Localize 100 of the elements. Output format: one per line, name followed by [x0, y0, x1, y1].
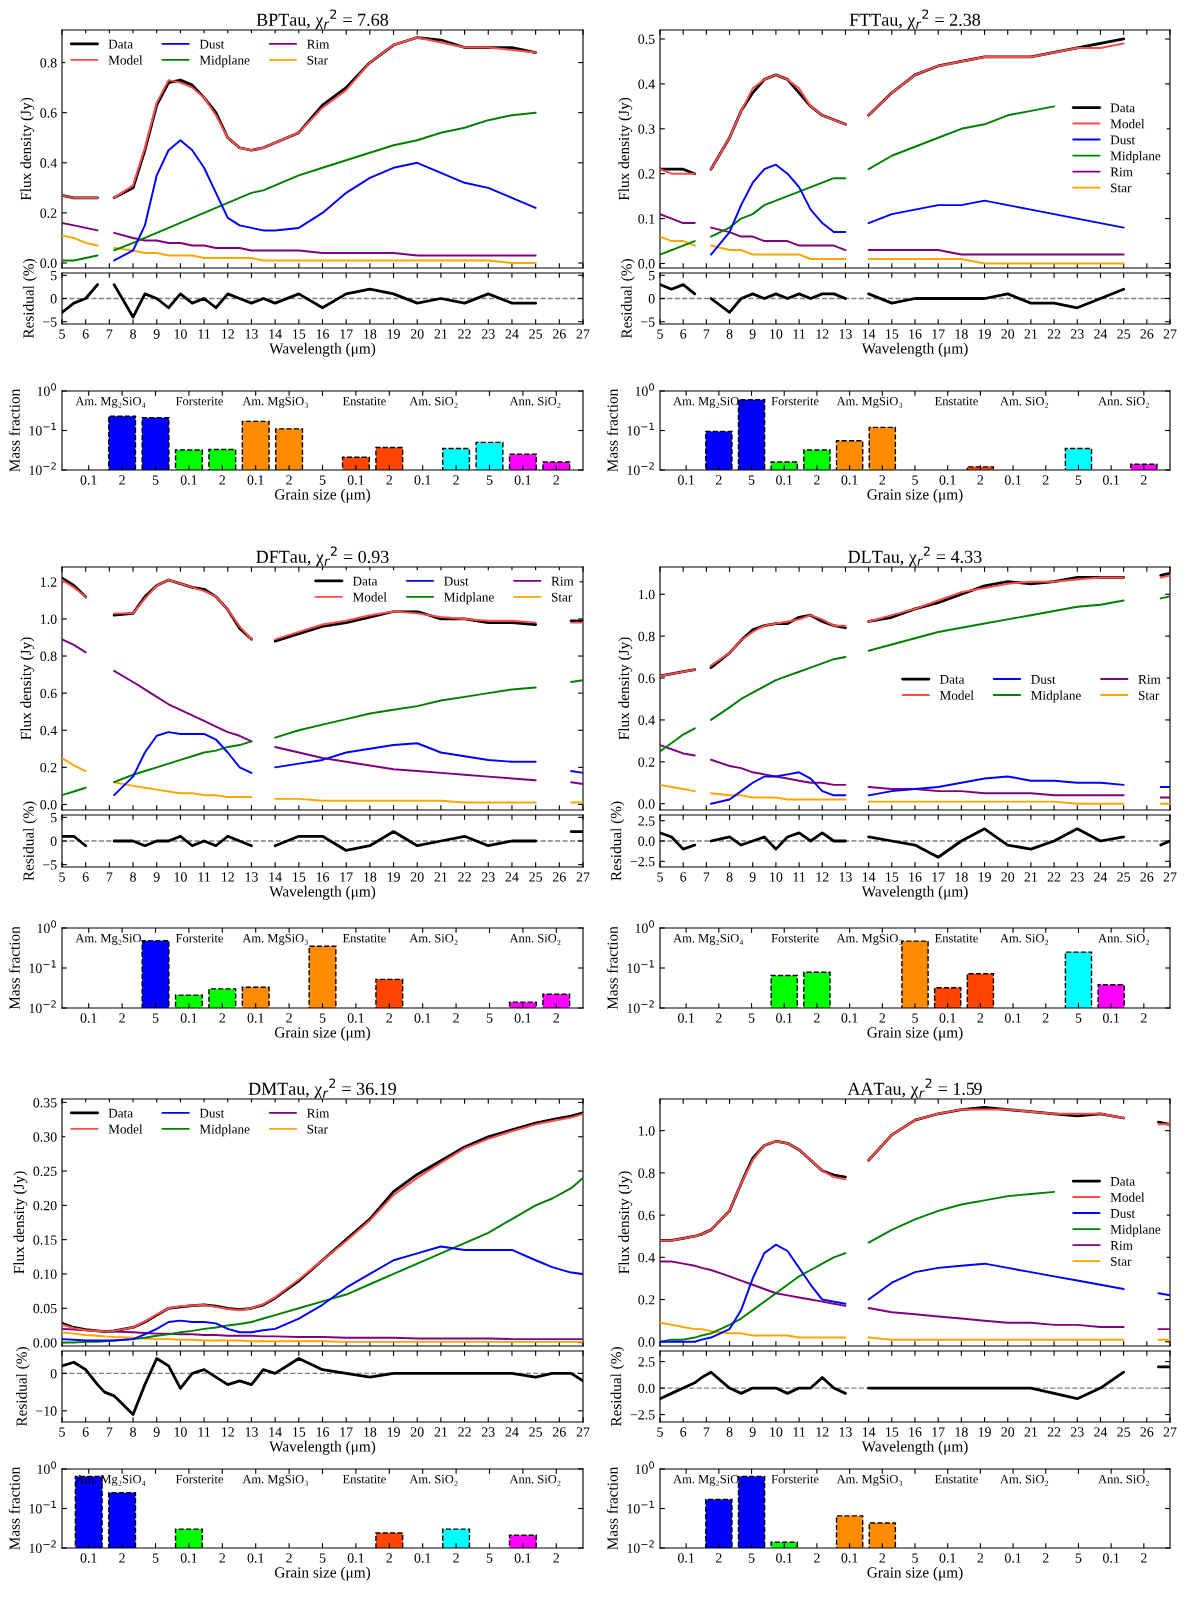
- x-tick-label: 5: [1075, 1013, 1082, 1023]
- x-tick-label: 12: [222, 872, 234, 882]
- legend-label: Data: [108, 1108, 133, 1118]
- y-tick-label: 0.0: [638, 799, 655, 809]
- x-tick-label: 5: [152, 1553, 159, 1563]
- x-tick-label: 9: [153, 329, 160, 339]
- y-tick-label: −2.5: [630, 1410, 655, 1420]
- x-tick-label: 6: [82, 872, 89, 882]
- legend-label: Rim: [307, 39, 330, 49]
- x-tick-label: 11: [198, 329, 210, 339]
- x-tick-label: 0.1: [678, 1553, 694, 1563]
- annotation: Am. MgSiO₃: [836, 933, 903, 945]
- x-tick-label: 2: [219, 475, 226, 485]
- y-tick-label: 0.2: [40, 762, 57, 773]
- legend-label: Model: [108, 55, 143, 65]
- annotation: Am. SiO₂: [409, 396, 458, 408]
- x-tick-label: 2: [119, 1013, 125, 1023]
- y-tick-label: 1.2: [41, 577, 57, 587]
- y-tick-label: 0.2: [638, 169, 655, 179]
- x-tick-label: 10: [770, 872, 783, 882]
- annotation: Ann. SiO₂: [1098, 1474, 1149, 1486]
- x-tick-label: 5: [912, 1013, 918, 1023]
- x-tick-label: 15: [886, 329, 899, 339]
- annotation: Am. SiO₂: [409, 934, 458, 945]
- x-tick-label: 15: [293, 329, 306, 339]
- legend-label: Data: [1110, 1177, 1135, 1186]
- x-tick-label: 25: [529, 1427, 543, 1437]
- x-tick-label: 2: [286, 475, 292, 485]
- x-tick-label: 19: [387, 329, 400, 339]
- x-tick-label: 25: [1117, 1427, 1131, 1437]
- x-tick-label: 0.1: [1004, 1013, 1021, 1023]
- x-tick-label: 5: [152, 475, 159, 485]
- x-tick-label: 13: [245, 329, 258, 339]
- legend-label: Star: [307, 1124, 328, 1134]
- x-tick-label: 21: [434, 872, 448, 882]
- x-tick-label: 12: [816, 1427, 829, 1437]
- x-tick-label: 2: [1140, 475, 1147, 485]
- y-axis-title: Mass fraction: [606, 388, 618, 472]
- x-tick-label: 0.1: [776, 1553, 793, 1563]
- y-axis-title: Flux density (Jy): [13, 1171, 28, 1274]
- y-tick-label: 0.25: [33, 1166, 57, 1177]
- x-axis-title: Wavelength (μm): [861, 885, 968, 900]
- x-tick-label: 0.1: [776, 1013, 793, 1023]
- x-tick-label: 10: [770, 1427, 783, 1437]
- y-tick-label: 2.5: [638, 816, 655, 826]
- x-tick-label: 18: [364, 329, 377, 339]
- x-tick-label: 5: [486, 1013, 493, 1023]
- y-tick-label: 1.0: [639, 589, 655, 600]
- y-tick-label: 0.3: [638, 124, 655, 134]
- x-tick-label: 5: [1075, 475, 1082, 485]
- x-tick-label: 7: [703, 1427, 710, 1437]
- x-tick-label: 2: [1042, 1553, 1049, 1563]
- legend-label: Model: [1110, 1192, 1145, 1202]
- x-tick-label: 5: [486, 1553, 493, 1563]
- y-axis-title: Residual (%): [22, 259, 37, 339]
- x-tick-label: 21: [434, 1427, 448, 1437]
- y-tick-label: 0.4: [40, 725, 57, 736]
- x-tick-label: 20: [1001, 872, 1015, 882]
- legend-label: Star: [1111, 183, 1132, 193]
- legend-label: Model: [939, 690, 974, 700]
- x-tick-label: 2: [977, 1013, 984, 1023]
- y-axis-title: Mass fraction: [606, 926, 618, 1010]
- x-tick-label: 2: [286, 1553, 292, 1563]
- y-tick-label: 10$^{0}$: [635, 383, 655, 396]
- x-tick-label: 16: [909, 872, 922, 882]
- x-tick-label: 18: [955, 872, 968, 882]
- y-tick-label: 5: [649, 271, 655, 281]
- x-tick-label: 8: [130, 872, 136, 882]
- annotation: Forsterite: [175, 396, 224, 406]
- x-tick-label: 23: [1070, 1427, 1084, 1437]
- x-tick-label: 5: [59, 872, 65, 882]
- x-tick-label: 19: [978, 872, 991, 882]
- annotation: Enstatite: [342, 934, 386, 943]
- x-tick-label: 0.1: [1103, 475, 1119, 485]
- legend-label: Data: [108, 39, 133, 49]
- x-tick-label: 25: [1117, 329, 1131, 339]
- x-axis-title: Wavelength (μm): [269, 1440, 376, 1455]
- x-tick-label: 2: [977, 1553, 984, 1563]
- legend-label: Dust: [199, 39, 225, 49]
- legend-label: Midplane: [199, 1124, 250, 1137]
- x-tick-label: 17: [932, 1427, 945, 1437]
- x-tick-label: 9: [749, 1427, 756, 1437]
- x-tick-label: 0.1: [80, 1553, 97, 1563]
- x-tick-label: 6: [680, 1427, 687, 1437]
- x-tick-label: 0.1: [678, 1013, 694, 1023]
- x-tick-label: 27: [1163, 329, 1177, 339]
- y-tick-label: 0.6: [40, 688, 57, 699]
- x-tick-label: 2: [1140, 1553, 1147, 1563]
- x-tick-label: 12: [222, 1427, 234, 1437]
- annotation: Ann. SiO₂: [509, 934, 561, 945]
- legend-label: Rim: [1110, 167, 1133, 177]
- x-tick-label: 2: [553, 1553, 559, 1563]
- legend-label: Star: [551, 592, 573, 602]
- y-axis-title: Flux density (Jy): [20, 637, 35, 740]
- x-tick-label: 6: [680, 329, 687, 339]
- x-tick-label: 23: [1070, 872, 1084, 882]
- x-tick-label: 24: [505, 872, 519, 882]
- annotation: Forsterite: [771, 396, 819, 406]
- y-tick-label: 5: [51, 813, 57, 823]
- annotation: Am. MgSiO₃: [836, 1474, 903, 1486]
